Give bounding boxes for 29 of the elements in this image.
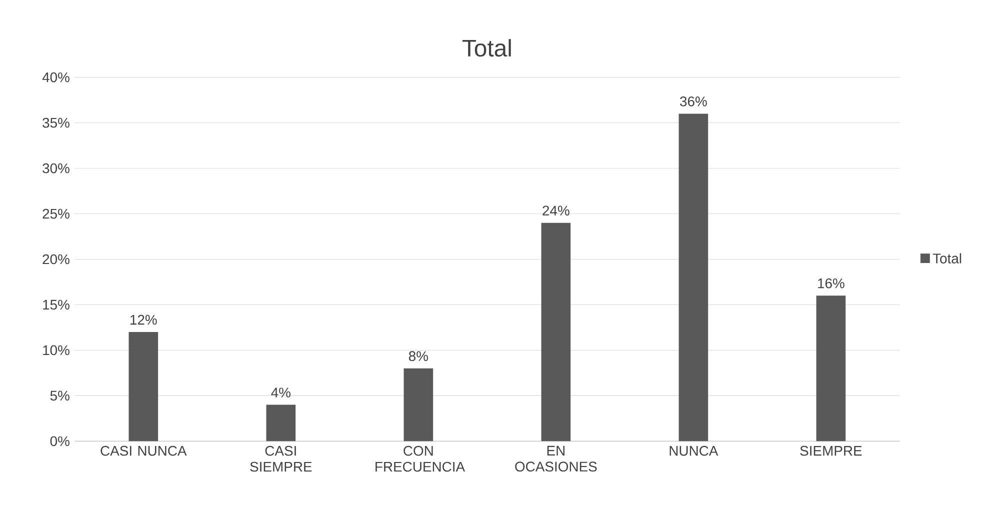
data-label: 4%	[271, 387, 290, 398]
x-tick-label: CASI NUNCA	[100, 446, 187, 456]
bar	[816, 295, 846, 441]
x-tick-label: SIEMPRE	[800, 446, 862, 456]
y-tick-label: 10%	[43, 345, 70, 355]
y-tick-label: 20%	[42, 254, 70, 264]
bar	[404, 368, 434, 441]
data-label: 16%	[818, 278, 844, 288]
x-tick-label: CON FRECUENCIA	[376, 446, 466, 472]
bar	[128, 332, 158, 441]
bar	[678, 113, 708, 441]
bar	[541, 222, 571, 441]
legend-label: Total	[932, 252, 962, 264]
y-tick-label: 40%	[42, 72, 70, 82]
x-tick-label: CASI SIEMPRE	[250, 446, 312, 472]
y-tick-label: 5%	[50, 390, 70, 400]
y-tick-label: 0%	[50, 436, 70, 446]
data-label: 12%	[130, 314, 157, 324]
y-tick-label: 30%	[42, 163, 70, 173]
data-label: 24%	[542, 205, 570, 216]
x-tick-label: NUNCA	[670, 446, 718, 456]
data-label: 8%	[408, 350, 428, 361]
data-label: 36%	[680, 96, 707, 106]
chart-title: Total	[462, 38, 511, 56]
y-tick-label: 25%	[42, 208, 70, 218]
bar	[266, 404, 296, 441]
y-tick-label: 15%	[43, 300, 70, 310]
y-tick-label: 35%	[42, 118, 70, 128]
x-tick-label: EN OCASIONES	[515, 446, 597, 472]
